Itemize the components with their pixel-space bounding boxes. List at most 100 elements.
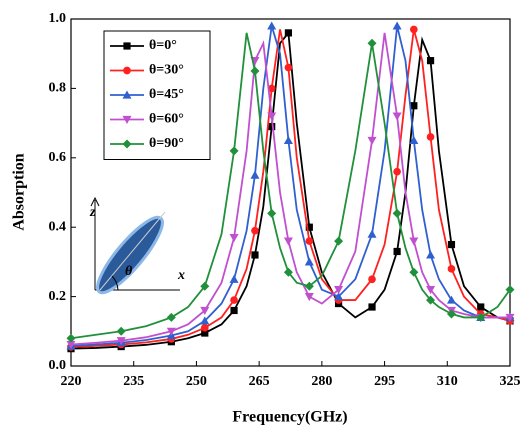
y-tick-label: 0.0 bbox=[49, 358, 67, 373]
legend-marker bbox=[122, 115, 132, 124]
marker bbox=[229, 274, 239, 283]
x-tick-label: 295 bbox=[374, 374, 395, 389]
legend-marker bbox=[122, 139, 132, 149]
marker bbox=[447, 240, 456, 249]
marker bbox=[447, 265, 456, 273]
marker bbox=[267, 112, 277, 121]
marker bbox=[304, 281, 314, 291]
y-tick-label: 0.4 bbox=[49, 219, 67, 234]
marker bbox=[426, 286, 436, 295]
marker bbox=[426, 133, 435, 141]
y-tick-label: 1.0 bbox=[49, 11, 67, 26]
marker bbox=[304, 257, 314, 266]
marker bbox=[284, 63, 293, 72]
marker bbox=[409, 267, 419, 277]
marker bbox=[230, 296, 238, 304]
marker bbox=[66, 340, 76, 349]
plot-frame bbox=[70, 18, 511, 367]
x-tick-label: 265 bbox=[249, 374, 270, 389]
marker bbox=[367, 229, 377, 238]
marker bbox=[446, 295, 456, 304]
marker bbox=[393, 247, 401, 256]
marker bbox=[251, 226, 259, 235]
marker bbox=[230, 306, 238, 315]
marker bbox=[267, 21, 277, 30]
inset-arrow bbox=[90, 196, 100, 207]
marker bbox=[200, 324, 209, 332]
marker bbox=[116, 326, 126, 336]
marker bbox=[283, 135, 293, 145]
legend-marker bbox=[122, 90, 132, 99]
marker bbox=[409, 237, 419, 246]
legend-label: θ=90° bbox=[149, 136, 184, 151]
marker bbox=[426, 295, 436, 305]
x-tick-label: 235 bbox=[123, 374, 144, 389]
marker bbox=[66, 333, 76, 343]
marker bbox=[392, 21, 402, 30]
marker bbox=[250, 66, 260, 76]
marker bbox=[446, 309, 456, 319]
marker bbox=[201, 329, 209, 337]
x-tick-label: 220 bbox=[61, 374, 82, 389]
marker bbox=[305, 237, 314, 245]
marker bbox=[283, 237, 293, 246]
x-tick-label: 325 bbox=[500, 374, 521, 389]
marker bbox=[392, 112, 402, 121]
marker bbox=[426, 250, 436, 259]
y-tick-label: 0.6 bbox=[49, 150, 67, 165]
inset-axis-line bbox=[99, 211, 166, 291]
x-tick-label: 250 bbox=[186, 374, 207, 389]
inset-label: θ bbox=[125, 264, 133, 279]
marker bbox=[251, 251, 259, 259]
y-tick-label: 0.8 bbox=[49, 81, 67, 96]
marker bbox=[267, 208, 277, 218]
marker bbox=[200, 281, 210, 291]
marker bbox=[166, 312, 176, 322]
y-axis-label: Absorption bbox=[11, 153, 28, 230]
inset: z x θ bbox=[89, 196, 185, 295]
marker bbox=[116, 337, 126, 346]
marker bbox=[250, 170, 260, 179]
marker bbox=[334, 286, 344, 295]
x-tick-label: 310 bbox=[437, 374, 458, 389]
marker bbox=[505, 313, 515, 322]
x-tick-label: 280 bbox=[311, 374, 332, 389]
marker bbox=[410, 102, 418, 110]
marker bbox=[368, 275, 376, 284]
marker bbox=[284, 29, 293, 37]
legend-label: θ=30° bbox=[149, 63, 184, 78]
marker bbox=[367, 38, 377, 48]
legend-marker bbox=[123, 66, 131, 75]
legend-label: θ=45° bbox=[149, 87, 184, 102]
legend-label: θ=0° bbox=[149, 38, 177, 53]
marker bbox=[166, 327, 176, 336]
marker bbox=[392, 208, 402, 218]
inset-label: z bbox=[89, 205, 96, 220]
marker bbox=[283, 267, 293, 277]
marker bbox=[410, 25, 418, 34]
marker bbox=[334, 236, 344, 246]
marker bbox=[200, 306, 210, 315]
marker bbox=[267, 84, 276, 93]
marker bbox=[393, 167, 401, 176]
marker bbox=[229, 146, 239, 156]
inset-ellipse bbox=[96, 215, 164, 295]
marker bbox=[200, 316, 210, 325]
marker bbox=[477, 303, 485, 311]
marker bbox=[476, 312, 486, 322]
y-tick-label: 0.2 bbox=[49, 289, 67, 304]
marker bbox=[409, 135, 419, 145]
marker bbox=[367, 136, 377, 145]
marker bbox=[229, 234, 239, 243]
marker bbox=[426, 57, 435, 65]
marker bbox=[304, 293, 314, 302]
marker bbox=[368, 303, 376, 311]
inset-angle bbox=[111, 275, 119, 291]
marker bbox=[334, 292, 344, 301]
legend-marker bbox=[123, 42, 131, 50]
x-axis-label: Frequency(GHz) bbox=[232, 409, 347, 426]
legend-label: θ=60° bbox=[149, 112, 184, 127]
inset-label: x bbox=[177, 268, 185, 283]
marker bbox=[505, 285, 515, 295]
